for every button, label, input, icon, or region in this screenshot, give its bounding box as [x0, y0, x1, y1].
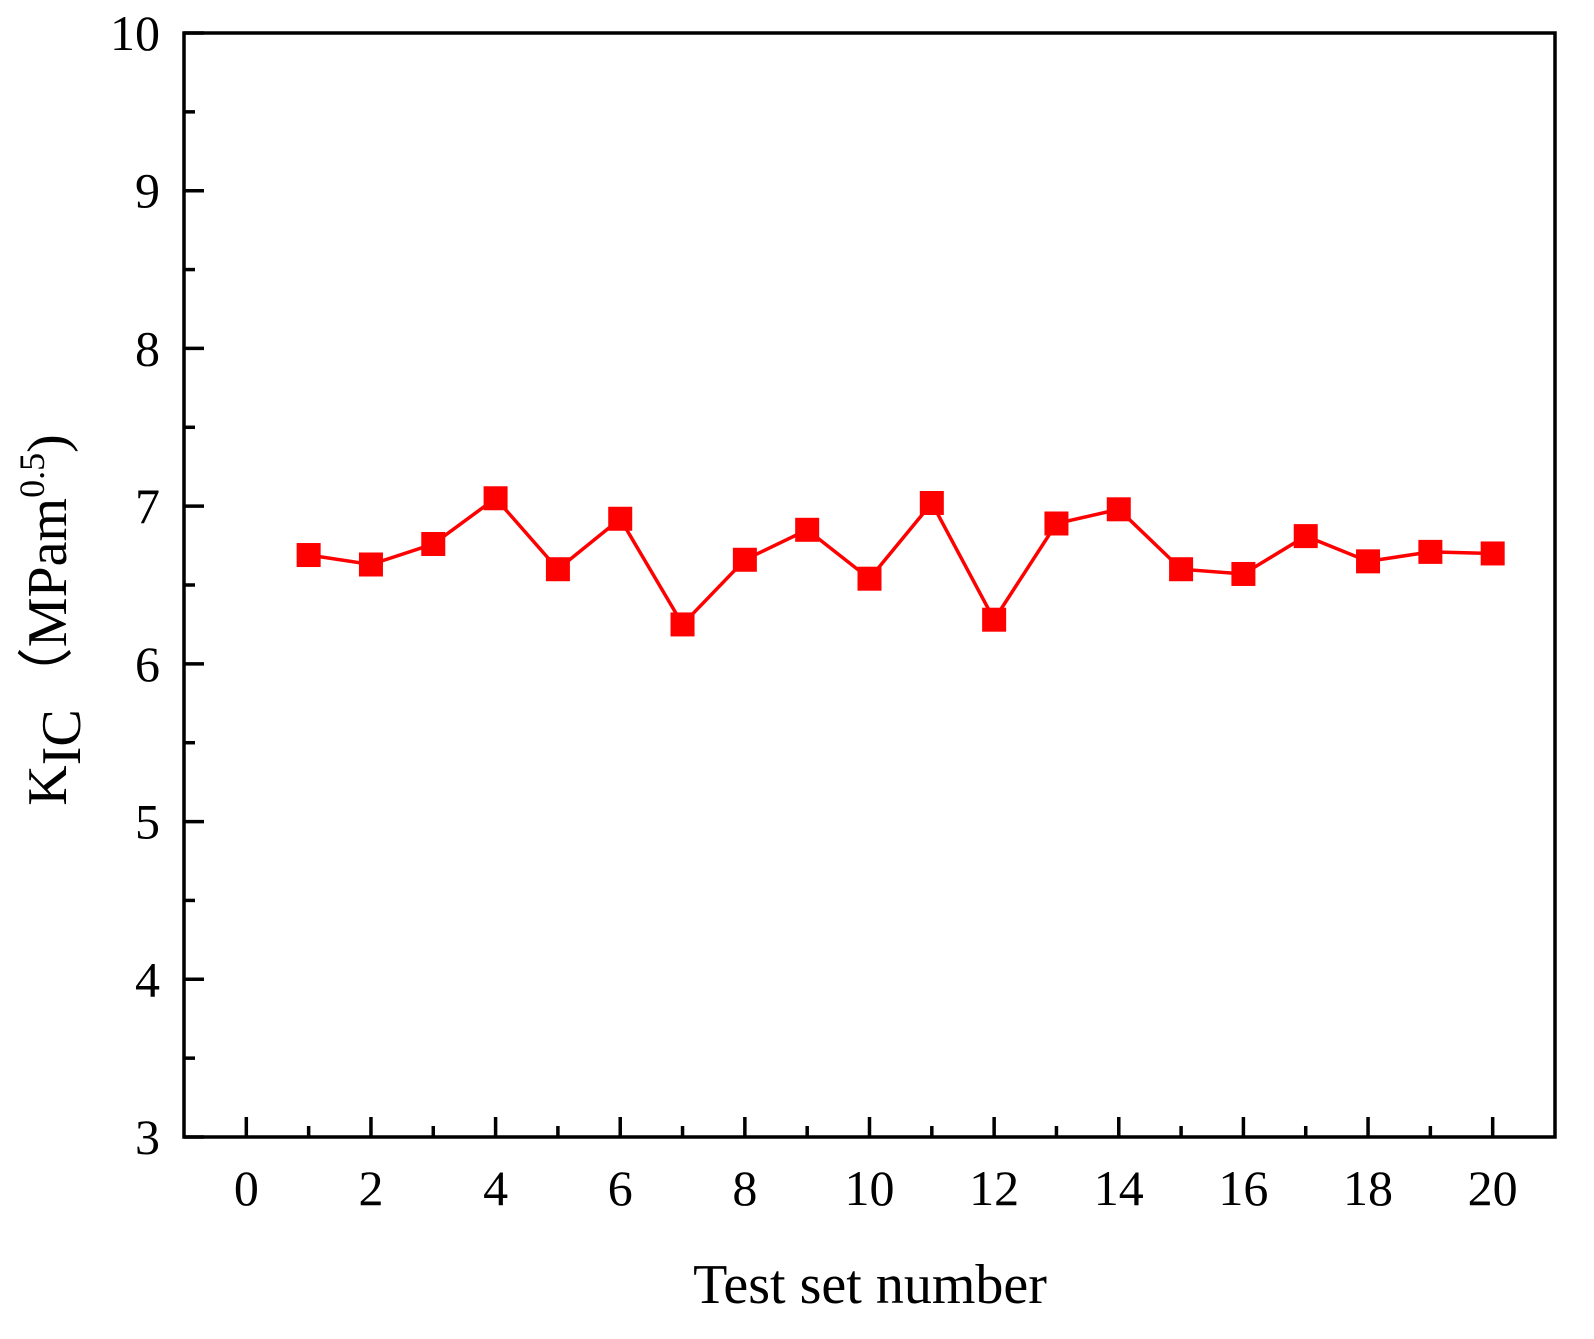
series-layer	[296, 486, 1505, 637]
y-tick-label: 3	[135, 1109, 160, 1165]
data-point	[670, 612, 695, 637]
x-tick-label: 18	[1343, 1160, 1393, 1216]
svg-text:KIC（MPam0.5): KIC （MPam0.5)	[12, 434, 93, 805]
y-tick-label: 6	[135, 636, 160, 692]
data-point	[1480, 541, 1505, 566]
x-tick-label: 0	[234, 1160, 259, 1216]
x-tick-label: 10	[845, 1160, 895, 1216]
x-tick-label: 12	[969, 1160, 1019, 1216]
x-tick-label: 2	[358, 1160, 383, 1216]
y-tick-label: 10	[110, 5, 160, 61]
data-point	[608, 506, 633, 531]
data-point	[732, 547, 757, 572]
x-tick-label: 8	[732, 1160, 757, 1216]
y-tick-label: 5	[135, 794, 160, 850]
data-point	[857, 566, 882, 591]
data-point	[483, 486, 508, 511]
data-point	[1293, 524, 1318, 549]
data-point	[296, 543, 321, 568]
y-axis-title-main: K	[17, 765, 79, 805]
data-point	[795, 517, 820, 542]
y-axis-title: KIC （MPam0.5)	[12, 434, 93, 805]
y-axis-ticks: 3 4 5 6 7 8 9 10	[110, 5, 204, 1165]
x-tick-label: 16	[1218, 1160, 1268, 1216]
data-point	[982, 607, 1007, 632]
x-tick-label: 14	[1094, 1160, 1144, 1216]
data-point	[919, 490, 944, 515]
x-axis-title: Test set number	[693, 1254, 1047, 1316]
data-point	[421, 531, 446, 556]
x-tick-label: 6	[608, 1160, 633, 1216]
x-tick-label: 20	[1468, 1160, 1518, 1216]
y-axis-title-subscript: IC	[31, 709, 93, 765]
y-axis-title-superscript: 0.5	[12, 453, 52, 498]
data-point	[1169, 557, 1194, 582]
series-line	[308, 495, 1493, 628]
y-axis-title-unit: （MPam	[17, 498, 79, 703]
data-point	[1231, 561, 1256, 586]
y-tick-label: 9	[135, 163, 160, 219]
data-point	[545, 557, 570, 582]
data-point	[1044, 511, 1069, 536]
data-point	[1418, 539, 1443, 564]
x-axis-ticks: 0 2 4 6 8 10 12 14 16 18 20	[234, 1117, 1518, 1216]
data-point	[1356, 549, 1381, 574]
y-axis-title-unit-close: )	[17, 434, 79, 453]
data-point	[1106, 497, 1131, 522]
x-tick-label: 4	[483, 1160, 508, 1216]
data-point	[358, 552, 383, 577]
y-tick-label: 4	[135, 951, 160, 1007]
y-tick-label: 7	[135, 478, 160, 534]
y-tick-label: 8	[135, 320, 160, 376]
